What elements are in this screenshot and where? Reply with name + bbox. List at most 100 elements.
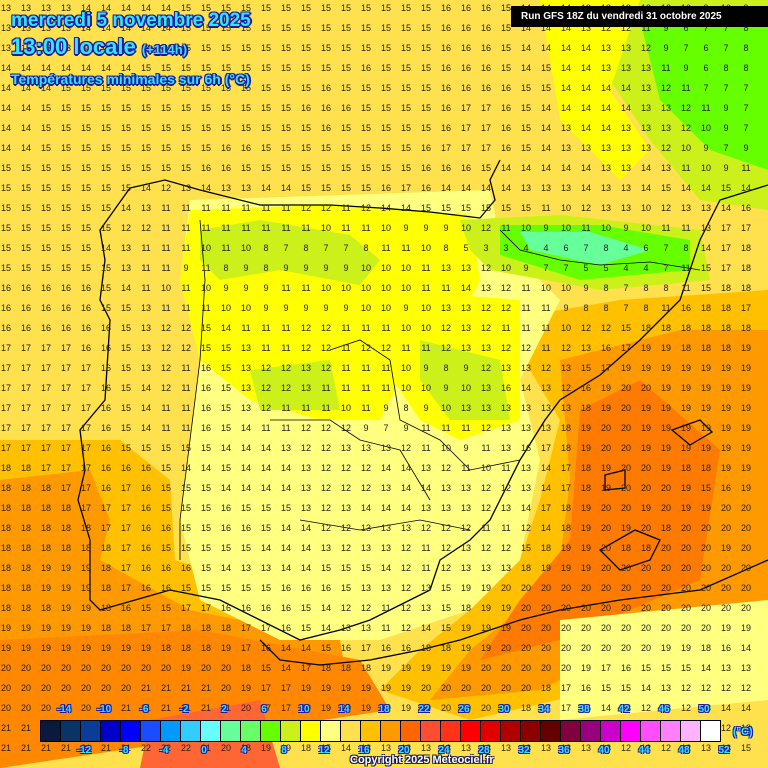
grid-value: 16 <box>260 643 271 653</box>
grid-value: 14 <box>160 23 171 33</box>
grid-value: 12 <box>400 603 411 613</box>
grid-value: 15 <box>180 543 191 553</box>
grid-value: 16 <box>500 383 511 393</box>
grid-value: 12 <box>480 483 491 493</box>
grid-value: 13 <box>600 163 611 173</box>
grid-value: 17 <box>20 363 31 373</box>
grid-value: 14 <box>80 63 91 73</box>
grid-value: 13 <box>700 743 711 753</box>
grid-value: 15 <box>420 43 431 53</box>
grid-value: 13 <box>400 743 411 753</box>
grid-value: 16 <box>40 283 51 293</box>
grid-value: 19 <box>700 423 711 433</box>
grid-value: 13 <box>420 743 431 753</box>
grid-value: 9 <box>563 303 569 313</box>
forecast-time-label: 13:00 locale <box>11 34 136 59</box>
grid-value: 15 <box>60 263 71 273</box>
grid-value: 15 <box>160 483 171 493</box>
grid-value: 10 <box>420 323 431 333</box>
grid-value: 16 <box>500 83 511 93</box>
grid-value: 12 <box>160 343 171 353</box>
grid-value: 11 <box>381 603 391 613</box>
grid-value: 15 <box>420 83 431 93</box>
grid-value: 18 <box>160 643 171 653</box>
legend-label-bottom: -12 <box>76 745 92 756</box>
grid-value: 13 <box>640 123 651 133</box>
grid-value: 11 <box>181 243 191 253</box>
grid-value: 17 <box>180 603 191 613</box>
grid-value: 12 <box>140 223 151 233</box>
grid-value: 15 <box>600 683 611 693</box>
legend-label-bottom: 8 <box>281 745 287 756</box>
grid-value: 20 <box>440 683 451 693</box>
grid-value: 15 <box>240 63 251 73</box>
grid-value: 11 <box>261 203 271 213</box>
grid-value: 20 <box>620 483 631 493</box>
grid-value: 13 <box>700 703 711 713</box>
grid-value: 19 <box>720 543 731 553</box>
grid-value: 10 <box>440 443 451 453</box>
grid-value: 15 <box>180 503 191 513</box>
grid-value: 18 <box>0 523 11 533</box>
grid-value: 13 <box>420 583 431 593</box>
grid-value: 19 <box>480 623 491 633</box>
grid-value: 15 <box>320 23 331 33</box>
grid-value: 16 <box>280 623 291 633</box>
grid-value: 8 <box>443 363 449 373</box>
grid-value: 16 <box>200 363 211 373</box>
grid-value: 17 <box>60 463 71 473</box>
grid-value: 17 <box>20 343 31 353</box>
grid-value: 7 <box>623 283 629 293</box>
grid-value: 14 <box>140 383 151 393</box>
grid-value: 17 <box>40 403 51 413</box>
grid-value: 19 <box>60 563 71 573</box>
legend-label-top: -10 <box>96 704 112 715</box>
grid-value: 12 <box>440 323 451 333</box>
grid-value: 17 <box>0 383 11 393</box>
parameter-title: Températures minimales sur 6h (°C) <box>11 71 250 87</box>
grid-value: 20 <box>20 703 31 713</box>
grid-value: 17 <box>480 103 491 113</box>
grid-value: 15 <box>280 83 291 93</box>
grid-value: 14 <box>20 123 31 133</box>
grid-value: 14 <box>100 63 111 73</box>
grid-value: 13 <box>240 363 251 373</box>
grid-value: 15 <box>240 103 251 113</box>
grid-value: 14 <box>740 183 751 193</box>
grid-value: 18 <box>100 623 111 633</box>
grid-value: 12 <box>680 103 691 113</box>
grid-value: 11 <box>261 343 271 353</box>
grid-value: 20 <box>700 583 711 593</box>
grid-value: 16 <box>120 463 131 473</box>
grid-value: 7 <box>543 263 549 273</box>
grid-value: 11 <box>261 323 271 333</box>
grid-value: 15 <box>220 43 231 53</box>
grid-value: 20 <box>740 603 751 613</box>
grid-value: 11 <box>681 163 691 173</box>
grid-value: 20 <box>680 543 691 553</box>
grid-value: 9 <box>323 263 329 273</box>
grid-value: 15 <box>160 503 171 513</box>
grid-value: 20 <box>520 583 531 593</box>
grid-value: 14 <box>240 423 251 433</box>
grid-value: 20 <box>660 563 671 573</box>
legend-swatch <box>701 721 720 741</box>
grid-value: 13 <box>300 383 311 393</box>
grid-value: 16 <box>720 483 731 493</box>
grid-value: 14 <box>280 183 291 193</box>
grid-value: 7 <box>663 263 669 273</box>
grid-value: 11 <box>341 343 351 353</box>
grid-value: 14 <box>0 83 11 93</box>
grid-value: 18 <box>560 523 571 533</box>
grid-value: 19 <box>80 623 91 633</box>
grid-value: 17 <box>120 503 131 513</box>
grid-value: 15 <box>320 3 331 13</box>
grid-value: 16 <box>200 163 211 173</box>
legend-swatch <box>261 721 281 741</box>
grid-value: 10 <box>560 203 571 213</box>
grid-value: 16 <box>480 63 491 73</box>
grid-value: 15 <box>700 483 711 493</box>
grid-value: 16 <box>100 343 111 353</box>
grid-value: 15 <box>300 23 311 33</box>
legend-label-top: 50 <box>698 704 710 715</box>
